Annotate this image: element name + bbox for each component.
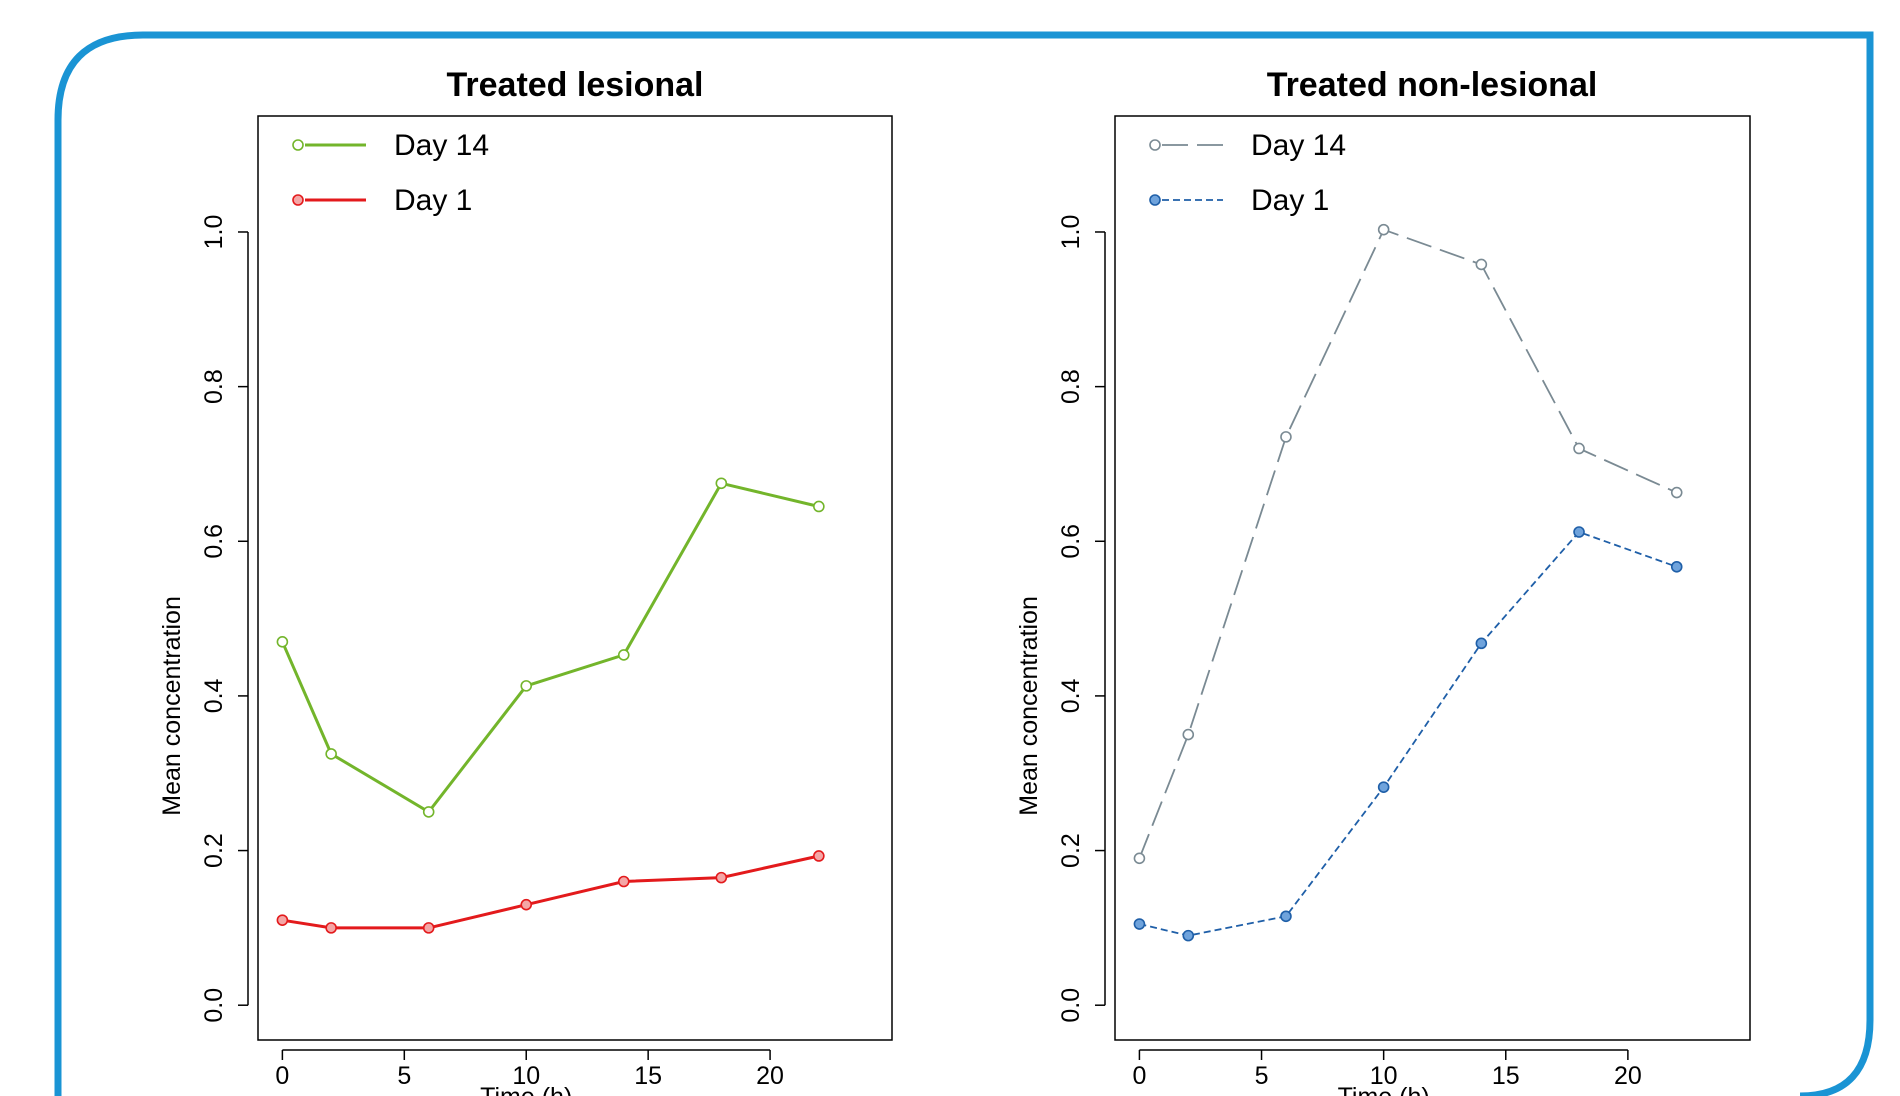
- data-point: [1280, 431, 1292, 443]
- series-group: [1133, 223, 1683, 942]
- outer-frame: [54, 31, 1874, 1096]
- legend: Day 14 Day 1: [292, 129, 489, 217]
- data-point: [1280, 910, 1292, 923]
- plot-area: [1114, 115, 1751, 1041]
- y-tick-label: 1.0: [1057, 215, 1085, 250]
- series-group: [276, 477, 825, 934]
- data-point: [1670, 560, 1683, 573]
- legend-item: Day 1: [1149, 184, 1329, 217]
- x-axis-label: Time (h): [480, 1083, 572, 1096]
- x-tick-label: 15: [1492, 1062, 1520, 1090]
- data-point: [422, 922, 435, 934]
- x-tick-label: 0: [275, 1062, 289, 1090]
- series-line: [1138, 228, 1678, 859]
- y-tick-label: 0.0: [1057, 988, 1085, 1023]
- y-tick-label: 0.4: [200, 678, 228, 713]
- y-axis-label: Mean concentration: [1015, 596, 1043, 816]
- legend-label: Day 1: [394, 184, 472, 217]
- data-point: [1377, 781, 1390, 793]
- axes: 0 5 10 15 20 0.0 0.2 0.4 0.6 0.8 1.0: [200, 215, 784, 1090]
- legend-item: Day 14: [1149, 129, 1346, 162]
- legend-marker: [292, 139, 304, 151]
- y-tick-label: 0.8: [200, 369, 228, 404]
- x-tick-label: 20: [1614, 1062, 1642, 1090]
- x-tick-label: 20: [756, 1062, 784, 1090]
- data-point: [520, 680, 533, 692]
- data-point: [276, 914, 289, 926]
- data-point: [1670, 486, 1683, 499]
- legend-label: Day 1: [1251, 184, 1329, 217]
- series-day-1: [276, 850, 825, 934]
- y-tick-label: 0.2: [200, 833, 228, 868]
- data-point: [1475, 258, 1488, 271]
- data-point: [325, 748, 337, 760]
- legend: Day 14 Day 1: [1149, 129, 1346, 217]
- y-tick-label: 1.0: [200, 215, 228, 250]
- data-point: [715, 871, 728, 884]
- x-tick-label: 0: [1132, 1062, 1146, 1090]
- data-point: [325, 922, 337, 934]
- data-point: [1133, 852, 1146, 865]
- data-point: [1133, 918, 1146, 930]
- data-point: [813, 500, 825, 513]
- y-tick-label: 0.8: [1057, 369, 1085, 404]
- data-point: [617, 649, 630, 661]
- data-point: [1573, 442, 1585, 455]
- data-point: [715, 477, 728, 490]
- y-axis-label: Mean concentration: [158, 596, 186, 816]
- legend-label: Day 14: [1251, 129, 1346, 162]
- data-point: [422, 806, 435, 818]
- series-line: [282, 854, 820, 930]
- plot-area: [257, 115, 893, 1041]
- panel-treated-lesional: Treated lesional Mean concentration Time…: [158, 66, 893, 1096]
- x-tick-label: 10: [512, 1062, 540, 1090]
- series-day-14: [1133, 223, 1683, 865]
- data-point: [276, 635, 289, 648]
- legend-label: Day 14: [394, 129, 489, 162]
- legend-item: Day 1: [292, 184, 472, 217]
- x-tick-label: 5: [397, 1062, 411, 1090]
- data-point: [1182, 728, 1195, 741]
- legend-marker: [1149, 194, 1161, 206]
- data-point: [1573, 526, 1585, 538]
- data-point: [1182, 929, 1195, 942]
- data-point: [520, 898, 533, 911]
- chart-title: Treated lesional: [447, 66, 704, 104]
- y-tick-label: 0.0: [200, 988, 228, 1023]
- y-tick-label: 0.6: [1057, 524, 1085, 559]
- y-tick-label: 0.4: [1057, 678, 1085, 713]
- y-tick-label: 0.6: [200, 524, 228, 559]
- x-tick-label: 10: [1370, 1062, 1398, 1090]
- axes: 0 5 10 15 20 0.0 0.2 0.4 0.6 0.8 1.0: [1057, 215, 1642, 1090]
- legend-marker: [1149, 139, 1161, 151]
- x-tick-label: 5: [1255, 1062, 1269, 1090]
- series-day-14: [276, 477, 825, 818]
- series-line: [281, 481, 820, 814]
- legend-item: Day 14: [292, 129, 489, 162]
- series-day-1: [1133, 526, 1683, 942]
- x-axis-label: Time (h): [1338, 1083, 1430, 1096]
- panel-treated-non-lesional: Treated non-lesional Mean concentration …: [1015, 66, 1751, 1096]
- series-line: [1139, 530, 1678, 937]
- data-point: [617, 875, 630, 888]
- x-tick-label: 15: [634, 1062, 662, 1090]
- y-tick-label: 0.2: [1057, 833, 1085, 868]
- data-point: [1475, 637, 1488, 650]
- chart-title: Treated non-lesional: [1267, 66, 1598, 104]
- data-point: [813, 850, 825, 862]
- legend-marker: [292, 194, 304, 206]
- data-point: [1377, 223, 1390, 236]
